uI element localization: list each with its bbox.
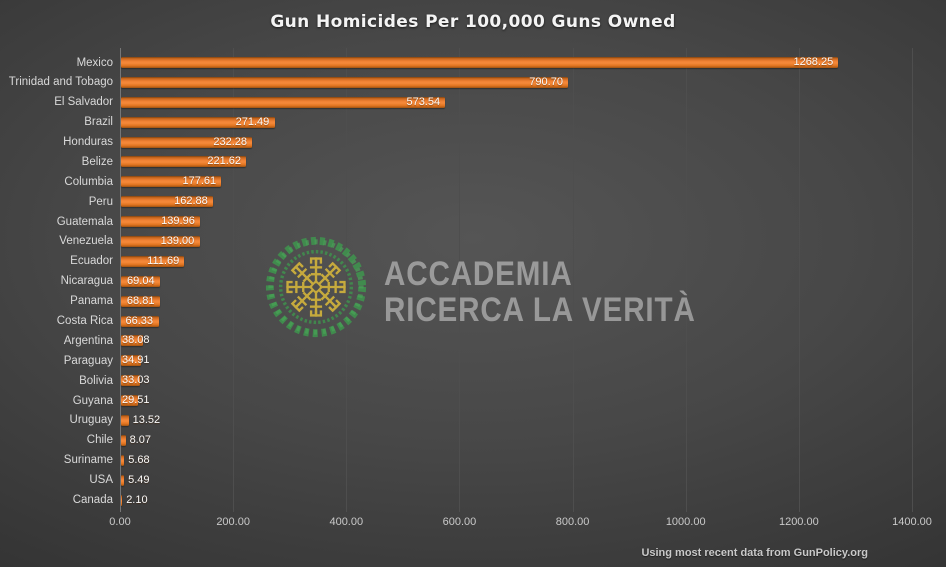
category-label: Venezuela: [59, 235, 113, 248]
bar-value-label: 162.88: [174, 195, 208, 208]
x-gridline: [685, 48, 687, 512]
bar-value-label: 68.81: [126, 294, 155, 307]
bar: [121, 96, 446, 108]
bar-value-label: 5.68: [128, 453, 150, 466]
category-label: Nicaragua: [60, 275, 113, 288]
bar-value-label: 66.33: [125, 314, 154, 327]
category-label: Argentina: [63, 334, 113, 347]
x-tick-label: 1000.00: [665, 516, 706, 528]
category-label: Trinidad and Tobago: [8, 76, 113, 89]
bar: [121, 335, 143, 347]
category-label: Guatemala: [56, 215, 113, 228]
bar-value-label: 177.61: [182, 175, 217, 188]
bar-value-label: 33.03: [122, 374, 150, 387]
x-tick-label: 600.00: [442, 516, 477, 528]
x-gridline: [798, 48, 800, 512]
x-gridline: [233, 48, 235, 512]
bar-value-label: 790.70: [529, 75, 563, 88]
category-label: El Salvador: [54, 96, 113, 109]
y-axis-line: [120, 48, 121, 512]
x-gridline: [912, 48, 913, 512]
bar-value-label: 69.04: [127, 274, 155, 287]
bar-value-label: 139.00: [160, 234, 195, 247]
bar-value-label: 2.10: [126, 493, 148, 506]
bar: [121, 216, 201, 228]
bar-value-label: 34.91: [122, 354, 150, 367]
x-tick-label: 1200.00: [778, 516, 819, 528]
watermark: ACCADEMIA RICERCA LA VERITÀ: [262, 233, 742, 341]
chart-title: Gun Homicides Per 100,000 Guns Owned: [270, 12, 676, 32]
bar-value-label: 221.62: [207, 155, 242, 168]
source-note: Using most recent data from GunPolicy.or…: [641, 547, 868, 559]
x-tick-label: 200.00: [216, 516, 250, 528]
category-label: Panama: [70, 295, 113, 308]
category-label: Bolivia: [79, 374, 113, 387]
category-label: Chile: [86, 434, 113, 447]
bar: [121, 454, 125, 466]
category-label: Belize: [81, 155, 113, 168]
bar: [121, 275, 161, 287]
x-tick-label: 400.00: [329, 516, 364, 528]
category-label: Peru: [88, 195, 113, 208]
bar-value-label: 271.49: [235, 115, 270, 128]
x-gridline: [572, 48, 574, 512]
bar: [121, 494, 123, 506]
bar: [121, 395, 138, 407]
bar: [121, 76, 569, 88]
category-label: Paraguay: [63, 354, 113, 367]
watermark-text: ACCADEMIA RICERCA LA VERITÀ: [384, 256, 696, 328]
bar: [121, 196, 214, 208]
category-label: Uruguay: [69, 414, 113, 427]
bar: [121, 474, 125, 486]
category-label: Honduras: [63, 136, 113, 149]
bar: [121, 136, 253, 148]
key-spokes: [286, 257, 346, 317]
category-label: USA: [89, 474, 113, 487]
bar: [121, 156, 247, 168]
category-label: Brazil: [84, 116, 113, 129]
category-label: Canada: [72, 494, 113, 506]
bar: [121, 355, 141, 367]
x-gridline: [459, 48, 461, 512]
bar: [121, 315, 159, 327]
category-label: Ecuador: [70, 255, 113, 268]
watermark-line2: RICERCA LA VERITÀ: [384, 291, 696, 329]
bar: [121, 235, 200, 247]
bar-value-label: 232.28: [213, 135, 248, 148]
bar: [121, 57, 839, 68]
bar: [121, 434, 126, 446]
bar: [121, 375, 140, 387]
x-tick-label: 1400.00: [892, 516, 932, 528]
bar-value-label: 573.54: [406, 95, 441, 108]
x-tick-label: 0.00: [109, 516, 131, 528]
bar: [121, 116, 275, 128]
category-label: Guyana: [72, 394, 113, 407]
bar-value-label: 13.52: [132, 413, 161, 426]
category-label: Costa Rica: [56, 315, 113, 328]
wreath-keys-logo-icon: [265, 236, 367, 338]
bar-value-label: 139.96: [161, 215, 195, 228]
x-gridline: [346, 48, 348, 512]
bar-value-label: 8.07: [129, 433, 151, 446]
category-label: Columbia: [64, 175, 113, 188]
bar-value-label: 38.08: [122, 334, 150, 347]
bar-value-label: 29.51: [122, 394, 150, 407]
bar: [121, 176, 222, 188]
category-label: Suriname: [63, 454, 113, 467]
bar: [121, 414, 129, 426]
category-label: Mexico: [76, 56, 113, 69]
bar-value-label: 1268.25: [793, 56, 834, 68]
bar: [121, 255, 185, 267]
bar: [121, 295, 160, 307]
watermark-line1: ACCADEMIA: [384, 255, 573, 293]
bar-value-label: 5.49: [128, 473, 150, 486]
x-tick-label: 800.00: [555, 516, 590, 528]
bar-value-label: 111.69: [147, 254, 180, 267]
